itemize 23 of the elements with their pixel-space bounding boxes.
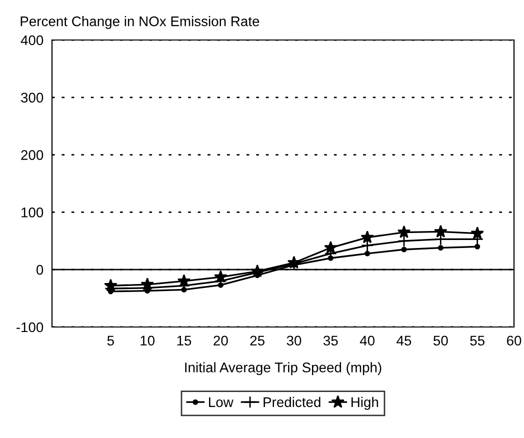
x-tick-label: 35 (323, 336, 338, 346)
x-tick-label: 60 (506, 336, 522, 346)
y-tick-label: 400 (20, 35, 44, 46)
x-tick-label: 40 (360, 336, 375, 346)
chart-title: Percent Change in NOx Emission Rate (20, 16, 260, 29)
x-tick-label: 5 (107, 336, 114, 346)
x-tick-label: 20 (214, 336, 228, 346)
y-tick-label: 200 (21, 150, 44, 160)
x-axis-title: Initial Average Trip Speed (mph) (185, 362, 382, 376)
y-tick-label: 0 (36, 264, 44, 275)
x-tick-label: 10 (140, 336, 155, 346)
legend-label: Low (209, 397, 234, 408)
x-tick-label: 15 (177, 336, 192, 346)
x-tick-label: 55 (470, 336, 484, 346)
x-tick-label: 30 (286, 336, 302, 346)
x-tick-label: 25 (250, 336, 264, 346)
y-tick-label: 300 (21, 92, 44, 103)
legend-label: Predicted (264, 396, 320, 408)
legend-label: High (352, 396, 378, 410)
y-tick-label: -100 (16, 322, 44, 332)
y-tick-label: 100 (22, 208, 44, 218)
x-tick-label: 50 (434, 336, 448, 346)
x-tick-label: 45 (396, 336, 412, 346)
